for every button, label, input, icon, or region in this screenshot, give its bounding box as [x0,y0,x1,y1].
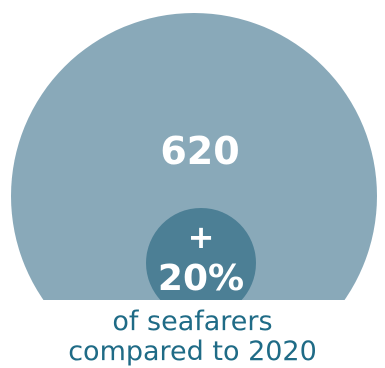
caption-line-1: of seafarers [112,306,273,337]
change-percent-label: 20% [158,258,244,299]
change-sign-label: + [188,218,215,256]
caption-line-2: compared to 2020 [68,336,317,367]
change-circle [146,208,256,300]
total-circle [11,13,377,300]
total-value-label: 620 [160,129,239,173]
